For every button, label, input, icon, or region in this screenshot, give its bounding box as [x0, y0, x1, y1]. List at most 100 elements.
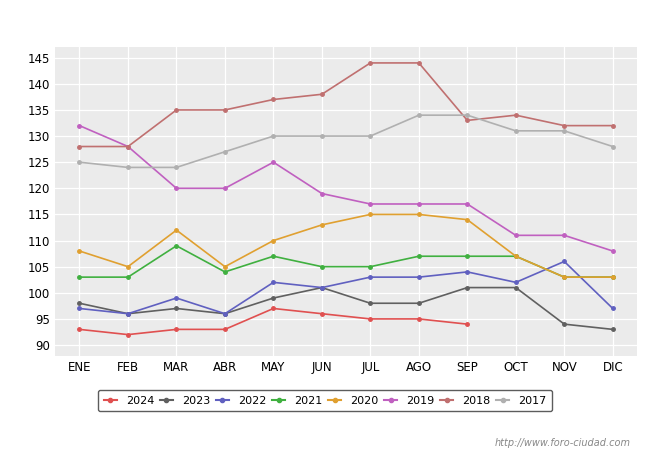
2019: [124, 144, 132, 149]
2021: [512, 253, 520, 259]
2018: [463, 118, 471, 123]
Text: Afiliados en San Cristóbal de la Polantera a 30/9/2024: Afiliados en San Cristóbal de la Polante…: [109, 13, 541, 28]
2020: [609, 274, 617, 280]
2022: [415, 274, 422, 280]
2017: [172, 165, 180, 170]
2021: [318, 264, 326, 270]
2019: [463, 201, 471, 207]
2018: [318, 91, 326, 97]
2022: [512, 279, 520, 285]
2020: [415, 212, 422, 217]
2020: [463, 217, 471, 222]
2020: [270, 238, 278, 243]
2017: [270, 133, 278, 139]
2023: [172, 306, 180, 311]
2023: [270, 295, 278, 301]
2018: [124, 144, 132, 149]
2017: [609, 144, 617, 149]
2023: [609, 327, 617, 332]
2018: [75, 144, 83, 149]
Line: 2019: 2019: [78, 124, 614, 253]
Line: 2018: 2018: [78, 61, 614, 148]
2017: [512, 128, 520, 134]
2022: [560, 259, 568, 264]
2023: [318, 285, 326, 290]
2022: [221, 311, 229, 316]
2021: [172, 243, 180, 248]
2022: [367, 274, 374, 280]
2024: [172, 327, 180, 332]
2020: [75, 248, 83, 254]
2022: [463, 269, 471, 274]
2022: [318, 285, 326, 290]
2019: [560, 233, 568, 238]
2018: [172, 107, 180, 112]
2017: [415, 112, 422, 118]
2017: [124, 165, 132, 170]
2020: [560, 274, 568, 280]
2019: [512, 233, 520, 238]
2024: [75, 327, 83, 332]
2018: [221, 107, 229, 112]
2024: [318, 311, 326, 316]
2022: [270, 279, 278, 285]
2019: [609, 248, 617, 254]
2019: [270, 159, 278, 165]
2024: [124, 332, 132, 338]
Line: 2020: 2020: [78, 213, 614, 279]
2018: [609, 123, 617, 128]
2021: [415, 253, 422, 259]
Line: 2022: 2022: [78, 260, 614, 315]
Line: 2017: 2017: [78, 113, 614, 169]
2018: [270, 97, 278, 102]
2021: [270, 253, 278, 259]
2018: [415, 60, 422, 66]
2020: [221, 264, 229, 270]
2020: [318, 222, 326, 228]
2021: [463, 253, 471, 259]
2019: [75, 123, 83, 128]
2022: [75, 306, 83, 311]
2017: [463, 112, 471, 118]
2019: [221, 185, 229, 191]
2017: [75, 159, 83, 165]
2018: [512, 112, 520, 118]
2020: [124, 264, 132, 270]
2019: [367, 201, 374, 207]
2017: [560, 128, 568, 134]
2021: [609, 274, 617, 280]
2023: [75, 301, 83, 306]
2018: [367, 60, 374, 66]
2021: [560, 274, 568, 280]
2021: [367, 264, 374, 270]
2017: [367, 133, 374, 139]
2023: [463, 285, 471, 290]
2024: [415, 316, 422, 322]
2021: [75, 274, 83, 280]
2021: [221, 269, 229, 274]
2017: [221, 149, 229, 154]
2024: [221, 327, 229, 332]
2020: [172, 227, 180, 233]
2023: [415, 301, 422, 306]
2023: [512, 285, 520, 290]
Text: http://www.foro-ciudad.com: http://www.foro-ciudad.com: [495, 438, 630, 448]
2019: [415, 201, 422, 207]
Line: 2021: 2021: [78, 244, 614, 279]
2022: [124, 311, 132, 316]
2024: [367, 316, 374, 322]
2022: [609, 306, 617, 311]
2023: [560, 321, 568, 327]
2022: [172, 295, 180, 301]
2024: [463, 321, 471, 327]
2023: [367, 301, 374, 306]
2018: [560, 123, 568, 128]
2020: [512, 253, 520, 259]
Line: 2024: 2024: [78, 307, 469, 336]
2019: [172, 185, 180, 191]
2021: [124, 274, 132, 280]
2024: [270, 306, 278, 311]
Legend: 2024, 2023, 2022, 2021, 2020, 2019, 2018, 2017: 2024, 2023, 2022, 2021, 2020, 2019, 2018…: [98, 390, 552, 411]
2017: [318, 133, 326, 139]
2020: [367, 212, 374, 217]
